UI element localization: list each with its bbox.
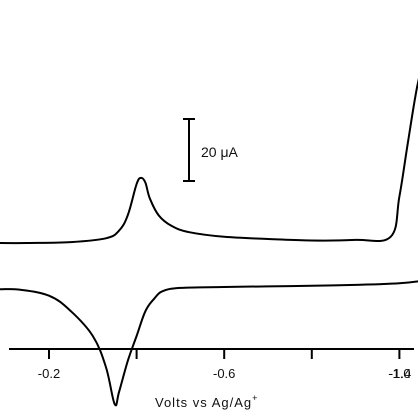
scale-bar-label: 20 μA: [201, 144, 239, 160]
x-tick-label-1: -0.6: [213, 366, 235, 381]
trace-layer: [0, 77, 418, 407]
x-axis-title-superscript: +: [252, 393, 258, 403]
x-axis-title-text: Volts vs Ag/Ag: [155, 395, 252, 410]
x-tick-label-2: -1.0: [388, 366, 410, 381]
x-axis-title: Volts vs Ag/Ag+: [155, 393, 258, 410]
x-tick-label-3: -1.4: [389, 366, 411, 381]
x-axis: -0.2 -0.6 -1.0-1.4: [9, 348, 414, 381]
current-scale-bar: 20 μA: [183, 118, 239, 182]
x-tick-label-0: -0.2: [38, 366, 60, 381]
voltammogram-trace-0: [0, 77, 418, 407]
